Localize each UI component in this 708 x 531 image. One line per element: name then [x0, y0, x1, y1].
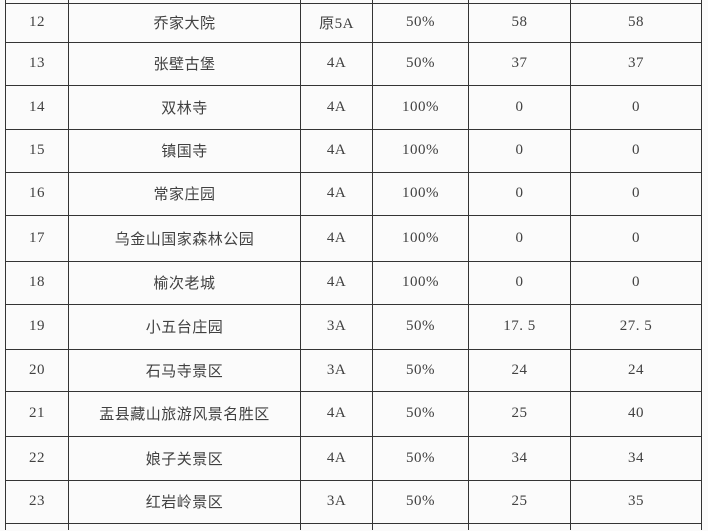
cell-price-2: 0	[570, 171, 702, 216]
table-row: 19 小五台庄园 3A 50% 17. 5 27. 5	[5, 303, 702, 350]
cell-price-1: 25	[468, 390, 571, 437]
table-row: 12 乔家大院 原5A 50% 58 58	[5, 2, 702, 43]
cell-grade: 4A	[300, 260, 373, 305]
cell-empty	[5, 522, 69, 530]
partial-cropped-row	[5, 522, 702, 530]
table-row: 15 镇国寺 4A 100% 0 0	[5, 128, 702, 173]
cell-attraction-name: 石马寺景区	[68, 348, 301, 392]
cell-discount-rate: 50%	[372, 479, 469, 524]
cell-price-2: 34	[570, 435, 702, 481]
cell-discount-rate: 100%	[372, 171, 469, 216]
cell-empty	[372, 522, 469, 530]
cell-price-2: 0	[570, 214, 702, 262]
cell-discount-rate: 100%	[372, 214, 469, 262]
cell-grade: 4A	[300, 84, 373, 130]
cell-price-2: 40	[570, 390, 702, 437]
cell-attraction-name: 榆次老城	[68, 260, 301, 305]
cell-row-number: 23	[5, 479, 69, 524]
cell-price-2: 0	[570, 84, 702, 130]
cell-grade: 4A	[300, 128, 373, 173]
table-row: 23 红岩岭景区 3A 50% 25 35	[5, 479, 702, 524]
cell-price-1: 17. 5	[468, 303, 571, 350]
table-row: 20 石马寺景区 3A 50% 24 24	[5, 348, 702, 392]
cell-price-2: 35	[570, 479, 702, 524]
cell-price-2: 24	[570, 348, 702, 392]
cell-grade: 4A	[300, 41, 373, 86]
cell-row-number: 15	[5, 128, 69, 173]
cell-empty	[570, 522, 702, 530]
cell-price-2: 0	[570, 260, 702, 305]
cell-attraction-name: 常家庄园	[68, 171, 301, 216]
cell-discount-rate: 50%	[372, 2, 469, 43]
cell-row-number: 17	[5, 214, 69, 262]
cell-attraction-name: 乔家大院	[68, 2, 301, 43]
table-row: 14 双林寺 4A 100% 0 0	[5, 84, 702, 130]
cell-attraction-name: 张壁古堡	[68, 41, 301, 86]
cell-price-1: 0	[468, 84, 571, 130]
table-row: 18 榆次老城 4A 100% 0 0	[5, 260, 702, 305]
cell-price-1: 0	[468, 260, 571, 305]
cell-grade: 4A	[300, 171, 373, 216]
cell-discount-rate: 50%	[372, 390, 469, 437]
cell-attraction-name: 娘子关景区	[68, 435, 301, 481]
table-row: 17 乌金山国家森林公园 4A 100% 0 0	[5, 214, 702, 262]
cell-attraction-name: 双林寺	[68, 84, 301, 130]
cell-empty	[300, 522, 373, 530]
cell-attraction-name: 盂县藏山旅游风景名胜区	[68, 390, 301, 437]
table-row: 16 常家庄园 4A 100% 0 0	[5, 171, 702, 216]
cell-discount-rate: 100%	[372, 128, 469, 173]
table-row: 22 娘子关景区 4A 50% 34 34	[5, 435, 702, 481]
cell-grade: 3A	[300, 479, 373, 524]
cell-price-1: 0	[468, 214, 571, 262]
cell-discount-rate: 50%	[372, 41, 469, 86]
cell-price-2: 0	[570, 128, 702, 173]
cell-discount-rate: 50%	[372, 435, 469, 481]
cell-grade: 4A	[300, 390, 373, 437]
cell-grade: 4A	[300, 214, 373, 262]
cell-row-number: 13	[5, 41, 69, 86]
cell-grade: 4A	[300, 435, 373, 481]
table-row: 21 盂县藏山旅游风景名胜区 4A 50% 25 40	[5, 390, 702, 437]
cell-attraction-name: 乌金山国家森林公园	[68, 214, 301, 262]
cell-grade: 3A	[300, 303, 373, 350]
cell-price-1: 58	[468, 2, 571, 43]
cell-price-1: 34	[468, 435, 571, 481]
cell-price-1: 25	[468, 479, 571, 524]
cell-discount-rate: 50%	[372, 303, 469, 350]
cell-empty	[468, 522, 571, 530]
cell-row-number: 14	[5, 84, 69, 130]
cell-row-number: 20	[5, 348, 69, 392]
cell-price-1: 24	[468, 348, 571, 392]
cell-price-1: 37	[468, 41, 571, 86]
cell-row-number: 21	[5, 390, 69, 437]
cell-row-number: 22	[5, 435, 69, 481]
attractions-table: 12 乔家大院 原5A 50% 58 58 13 张壁古堡 4A 50% 37 37 14 双林寺 4A 10…	[5, 0, 702, 530]
cell-row-number: 16	[5, 171, 69, 216]
cell-price-2: 58	[570, 2, 702, 43]
cell-row-number: 12	[5, 2, 69, 43]
cell-grade: 原5A	[300, 2, 373, 43]
table-row: 13 张壁古堡 4A 50% 37 37	[5, 41, 702, 86]
cell-discount-rate: 50%	[372, 348, 469, 392]
cell-row-number: 18	[5, 260, 69, 305]
cell-price-2: 37	[570, 41, 702, 86]
cell-grade: 3A	[300, 348, 373, 392]
cell-attraction-name: 小五台庄园	[68, 303, 301, 350]
cell-attraction-name: 红岩岭景区	[68, 479, 301, 524]
cell-row-number: 19	[5, 303, 69, 350]
cell-discount-rate: 100%	[372, 84, 469, 130]
cell-attraction-name: 镇国寺	[68, 128, 301, 173]
cell-discount-rate: 100%	[372, 260, 469, 305]
cell-price-1: 0	[468, 128, 571, 173]
cell-price-1: 0	[468, 171, 571, 216]
cell-empty	[68, 522, 301, 530]
cell-price-2: 27. 5	[570, 303, 702, 350]
